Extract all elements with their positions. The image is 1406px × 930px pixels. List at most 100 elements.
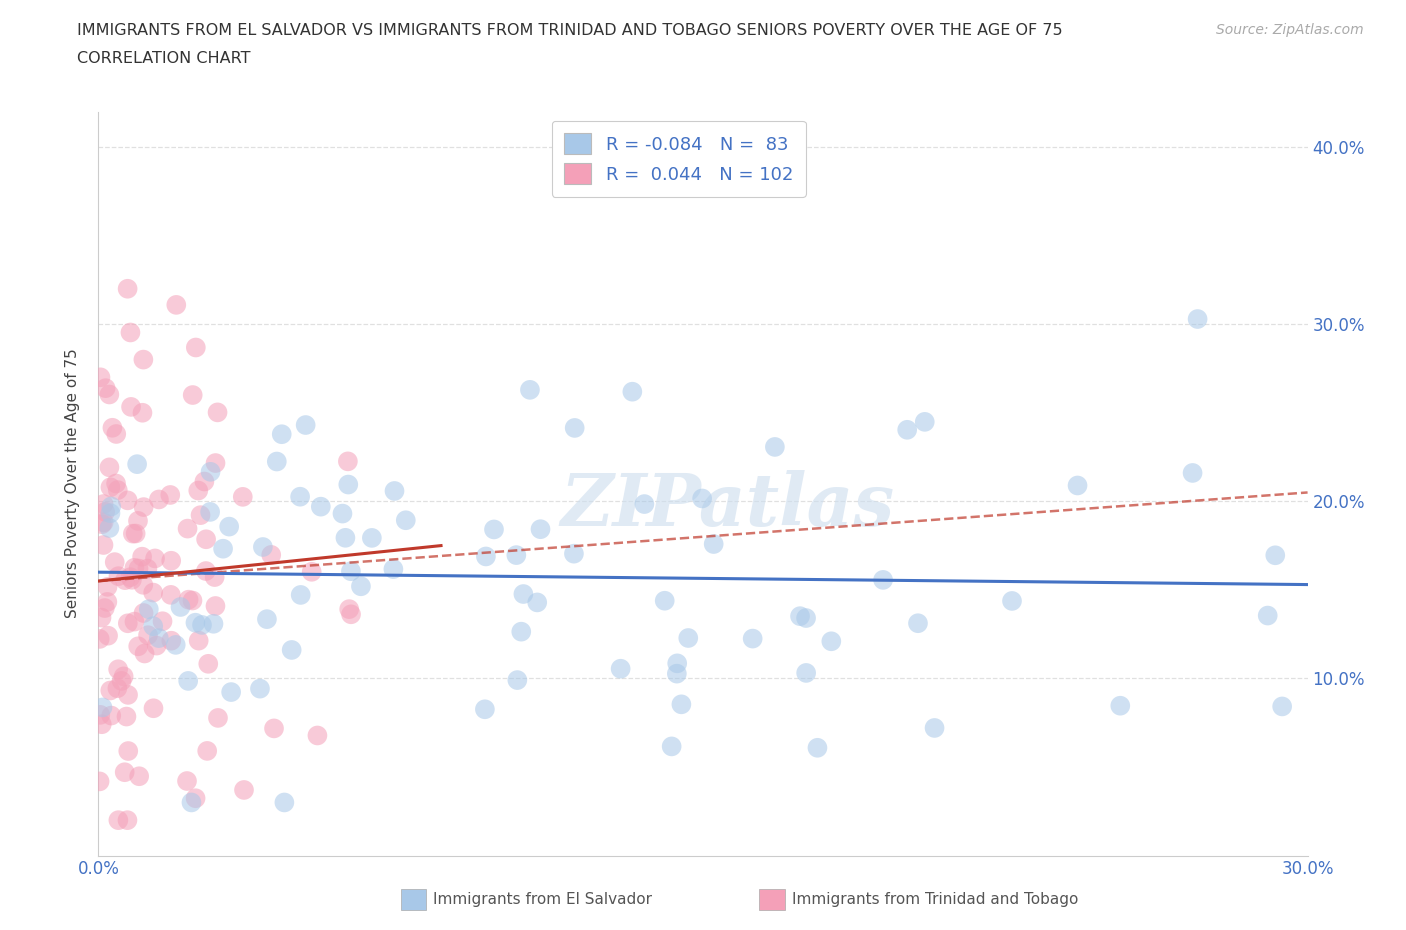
Point [120,400,142,415]
Point [907,616,929,631]
Point [117,687,139,702]
Point [191,618,214,632]
Point [562,546,585,561]
Point [132,352,155,367]
Point [249,681,271,696]
Point [187,633,209,648]
Point [256,612,278,627]
Point [260,548,283,563]
Point [117,281,139,296]
Point [794,666,817,681]
Point [114,764,136,779]
Point [335,530,357,545]
Point [107,569,129,584]
Point [127,457,149,472]
Point [198,504,221,519]
Point [482,522,505,537]
Point [89,774,111,789]
Point [763,440,786,455]
Point [307,728,329,743]
Point [152,614,174,629]
Point [232,489,254,504]
Point [609,661,631,676]
Point [204,599,226,614]
Point [117,616,139,631]
Point [661,739,683,754]
Point [143,551,166,565]
Legend: R = -0.084   N =  83, R =  0.044   N = 102: R = -0.084 N = 83, R = 0.044 N = 102 [551,121,806,196]
Point [1264,548,1286,563]
Point [124,526,146,541]
Point [94,601,117,616]
Point [91,517,114,532]
Point [132,499,155,514]
Point [1001,593,1024,608]
Point [204,570,226,585]
Point [197,657,219,671]
Point [169,600,191,615]
Point [200,464,222,479]
Point [145,638,167,653]
Point [914,415,936,430]
Point [263,721,285,736]
Point [90,610,112,625]
Point [122,526,145,541]
Point [160,553,183,568]
Point [212,541,235,556]
Point [132,578,155,592]
Point [98,387,121,402]
Point [93,538,115,552]
Point [219,684,242,699]
Point [654,593,676,608]
Point [301,565,323,579]
Point [91,700,114,715]
Point [148,492,170,507]
Point [252,539,274,554]
Point [165,298,187,312]
Point [193,474,215,489]
Point [180,795,202,810]
Point [290,588,312,603]
Point [138,602,160,617]
Point [105,476,128,491]
Point [136,561,159,576]
Point [270,427,292,442]
Point [117,744,139,759]
Point [107,813,129,828]
Point [336,454,359,469]
Point [120,325,142,339]
Point [896,422,918,437]
Point [1187,312,1209,326]
Point [93,497,115,512]
Point [105,681,128,696]
Point [665,666,688,681]
Point [671,697,693,711]
Point [1066,478,1088,493]
Point [1181,466,1204,481]
Point [512,587,534,602]
Point [526,595,548,610]
Point [195,532,218,547]
Point [207,711,229,725]
Point [924,721,946,736]
Point [510,624,533,639]
Point [820,634,842,649]
Point [131,550,153,565]
Point [89,370,111,385]
Point [678,631,700,645]
Point [395,512,418,527]
Point [100,480,122,495]
Y-axis label: Seniors Poverty Over the Age of 75: Seniors Poverty Over the Age of 75 [65,349,80,618]
Point [128,561,150,576]
Point [340,564,363,578]
Text: IMMIGRANTS FROM EL SALVADOR VS IMMIGRANTS FROM TRINIDAD AND TOBAGO SENIORS POVER: IMMIGRANTS FROM EL SALVADOR VS IMMIGRANT… [77,23,1063,38]
Point [93,515,115,530]
Point [177,592,200,607]
Point [100,708,122,723]
Point [94,380,117,395]
Point [132,605,155,620]
Point [337,602,360,617]
Point [94,504,117,519]
Point [280,643,302,658]
Point [1271,699,1294,714]
